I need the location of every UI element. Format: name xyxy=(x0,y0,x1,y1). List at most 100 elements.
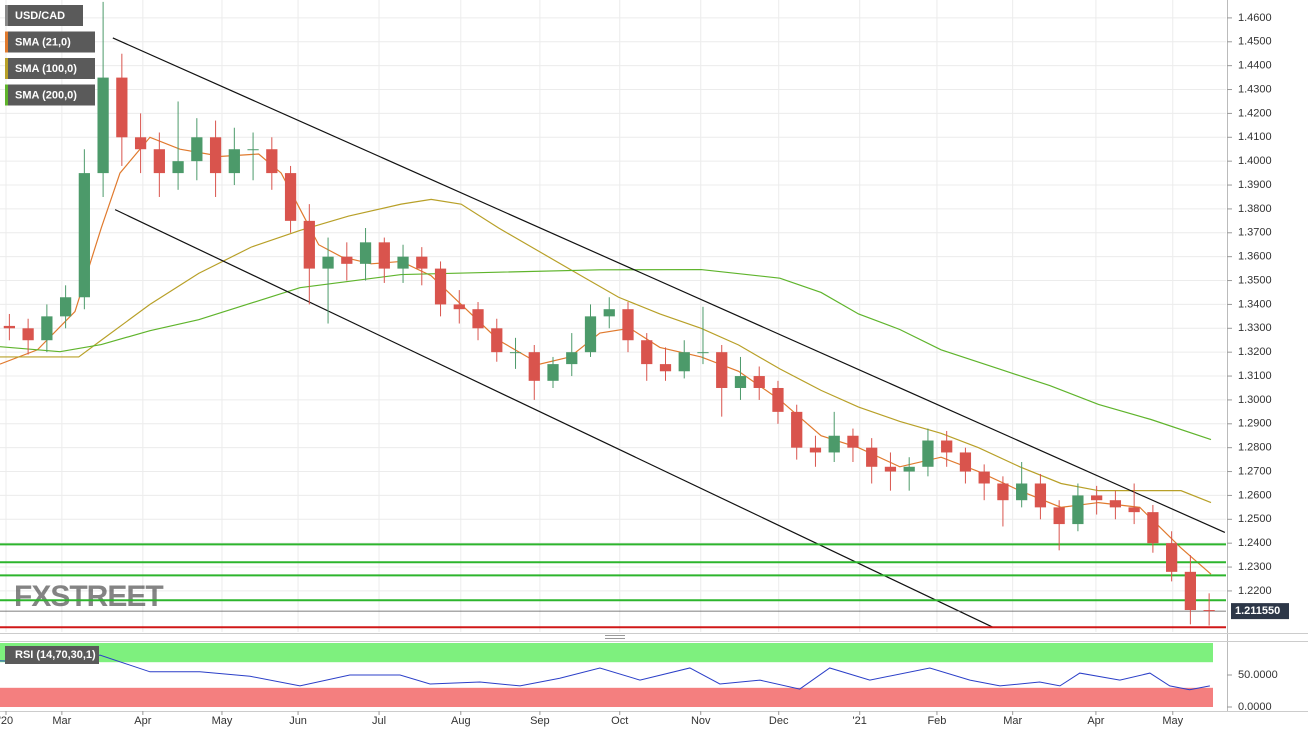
candle-body xyxy=(416,256,428,269)
candle-body xyxy=(434,268,447,305)
y-tick-label: 1.4500 xyxy=(1238,36,1272,48)
trendline xyxy=(114,209,994,628)
candle-body xyxy=(641,340,653,365)
candle-body xyxy=(716,352,728,388)
candle-body xyxy=(341,256,353,264)
candle-body xyxy=(941,440,953,453)
candle-body xyxy=(378,242,390,269)
y-tick-label: 1.3800 xyxy=(1238,203,1272,215)
rsi-label: RSI (14,70,30,1) xyxy=(15,649,96,661)
candle-body xyxy=(1016,483,1028,501)
watermark: FXSTREET xyxy=(14,580,163,613)
candle-body xyxy=(659,364,672,372)
candle-body xyxy=(472,309,484,329)
y-tick-label: 1.2300 xyxy=(1238,561,1272,573)
legend-label: SMA (100,0) xyxy=(15,63,77,75)
rsi-label-box xyxy=(5,646,99,664)
candle-body xyxy=(1072,495,1084,525)
last-price-label: 1.211550 xyxy=(1235,605,1280,617)
candle-body xyxy=(359,242,372,264)
trendline xyxy=(112,37,1226,533)
legend-swatch xyxy=(5,84,8,106)
candle-body xyxy=(191,137,203,162)
candle-body xyxy=(247,149,259,151)
y-tick-label: 1.3000 xyxy=(1238,394,1272,406)
candle-body xyxy=(753,376,765,388)
candle-body xyxy=(228,149,240,174)
rsi-oversold-zone xyxy=(0,687,1213,707)
candle-body xyxy=(41,316,53,341)
y-tick-label: 1.3300 xyxy=(1238,322,1272,334)
candle-body xyxy=(866,447,878,467)
candle-body xyxy=(397,256,409,269)
candle-body xyxy=(266,149,278,174)
y-tick-label: 1.4400 xyxy=(1238,60,1272,72)
candle-body xyxy=(603,309,615,317)
sma-line xyxy=(0,198,1212,504)
candle-body xyxy=(734,376,747,388)
y-tick-label: 1.2200 xyxy=(1238,585,1272,597)
candle-body xyxy=(172,161,184,174)
candle-body xyxy=(547,364,559,381)
y-tick-label: 1.2400 xyxy=(1238,537,1272,549)
legend-swatch xyxy=(5,31,8,53)
candle-body xyxy=(828,435,840,453)
y-tick-label: 1.4200 xyxy=(1238,107,1272,119)
candle-body xyxy=(959,452,972,472)
rsi-line xyxy=(0,654,1210,691)
legend-label: USD/CAD xyxy=(15,10,65,22)
candle-body xyxy=(153,149,165,174)
candle-body xyxy=(847,435,859,448)
candle-body xyxy=(1147,512,1159,544)
candle-body xyxy=(791,411,803,448)
candle-body xyxy=(3,325,15,329)
legend-label: SMA (21,0) xyxy=(15,36,71,48)
candle-body xyxy=(1091,495,1103,501)
candle-body xyxy=(134,137,147,150)
y-tick-label: 1.3600 xyxy=(1238,251,1272,263)
x-tick-label: Jul xyxy=(372,715,386,727)
candle-body xyxy=(697,352,709,354)
y-tick-label: 1.4600 xyxy=(1238,12,1272,24)
legend-box xyxy=(5,5,83,26)
candle-body xyxy=(678,352,690,372)
x-tick-label: May xyxy=(212,715,233,727)
legend-swatch xyxy=(5,58,8,79)
sma-line xyxy=(0,268,1212,441)
candle-body xyxy=(22,328,34,341)
x-tick-label: Jun xyxy=(289,715,307,727)
candle-body xyxy=(284,173,297,221)
candle-body xyxy=(1109,500,1122,508)
y-tick-label: 1.3900 xyxy=(1238,179,1272,191)
candle-body xyxy=(322,256,334,269)
candle-body xyxy=(1203,610,1215,612)
x-tick-label: Sep xyxy=(530,715,550,727)
x-tick-label: Mar xyxy=(1003,715,1022,727)
candle-body xyxy=(1184,571,1197,611)
candle-body xyxy=(884,466,897,472)
x-tick-label: '21 xyxy=(853,715,867,727)
x-tick-label: Apr xyxy=(134,715,151,727)
x-tick-label: Aug xyxy=(451,715,471,727)
x-tick-label: Oct xyxy=(611,715,628,727)
rsi-tick-label: 50.0000 xyxy=(1238,669,1278,681)
y-tick-label: 1.3400 xyxy=(1238,298,1272,310)
candle-body xyxy=(303,220,315,269)
candle-body xyxy=(903,466,915,472)
candle-body xyxy=(1166,543,1178,572)
x-tick-label: Dec xyxy=(769,715,789,727)
candle-body xyxy=(1053,507,1065,525)
legend-box xyxy=(5,31,95,53)
y-tick-label: 1.4100 xyxy=(1238,131,1272,143)
x-tick-label: Nov xyxy=(691,715,711,727)
y-tick-label: 1.2700 xyxy=(1238,465,1272,477)
candle-body xyxy=(1034,483,1047,508)
rsi-overbought-zone xyxy=(0,643,1213,663)
candle-body xyxy=(978,471,990,484)
candle-body xyxy=(509,352,522,354)
y-tick-label: 1.2800 xyxy=(1238,442,1272,454)
candle-body xyxy=(97,77,109,174)
y-tick-label: 1.4000 xyxy=(1238,155,1272,167)
